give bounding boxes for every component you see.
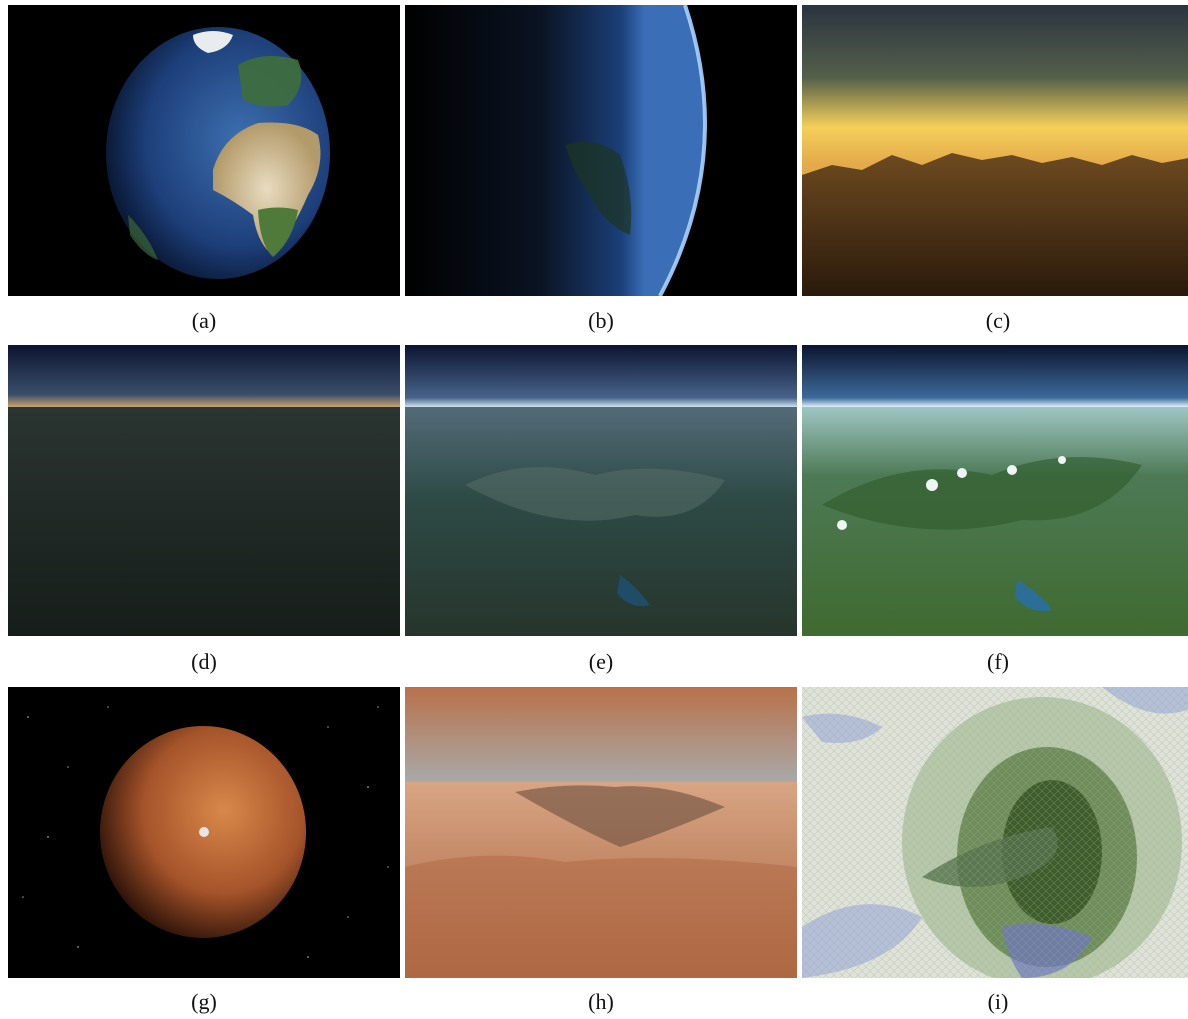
caption-a: (a) — [191, 308, 217, 333]
panel-b-earth-limb — [405, 5, 797, 296]
caption-e: (e) — [588, 649, 614, 674]
caption-c: (c) — [985, 308, 1011, 333]
caption-b: (b) — [588, 308, 614, 333]
panel-h-mars-canyon — [405, 687, 797, 978]
caption-h: (h) — [588, 989, 614, 1014]
panel-c-sunset-mountains — [802, 5, 1188, 296]
panel-i-lod-mesh-overlay — [802, 687, 1188, 978]
caption-g: (g) — [191, 989, 217, 1014]
panel-f-lit-alps-horizon — [802, 345, 1188, 636]
caption-f: (f) — [987, 649, 1009, 674]
panel-a-earth-globe — [8, 5, 400, 296]
panel-e-dim-alps-horizon — [405, 345, 797, 636]
panel-d-dark-alps-horizon — [8, 345, 400, 636]
panel-g-mars-globe — [8, 687, 400, 978]
caption-d: (d) — [191, 649, 217, 674]
caption-i: (i) — [987, 989, 1009, 1014]
